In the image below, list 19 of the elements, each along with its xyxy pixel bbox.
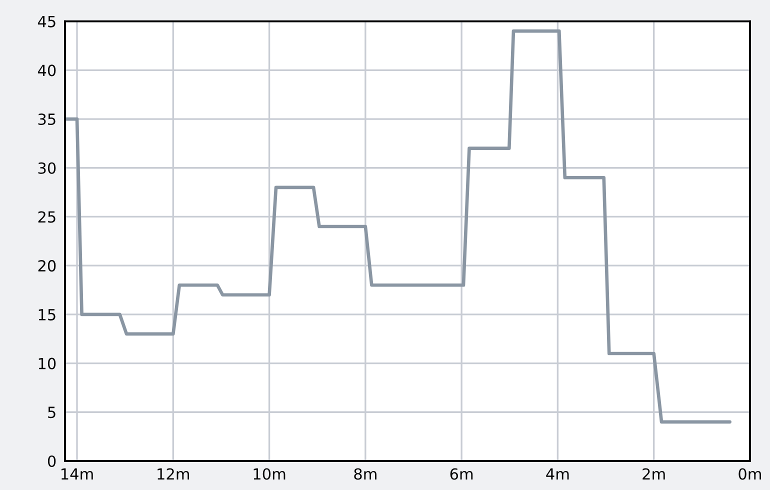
x-tick-label: 6m [450,468,473,480]
y-tick-label: 15 [38,309,56,320]
y-tick-label: 45 [38,16,56,28]
y-tick-label: 25 [38,211,56,223]
x-tick-label: 0m [738,468,761,480]
x-tick-label: 10m [254,468,286,480]
y-tick-label: 35 [38,113,56,126]
y-tick-label: 10 [38,358,56,370]
y-tick-label: 0 [48,455,56,468]
x-tick-label: 4m [546,468,569,480]
y-tick-label: 40 [38,64,56,76]
y-tick-label: 5 [48,406,56,418]
line-series [64,29,732,424]
x-tick-label: 2m [642,468,665,480]
y-tick-label: 20 [38,260,56,272]
x-tick-label: 12m [158,468,190,480]
y-tick-label: 30 [38,162,56,174]
x-tick-label: 8m [354,468,376,480]
x-tick-label: 14m [62,468,93,480]
